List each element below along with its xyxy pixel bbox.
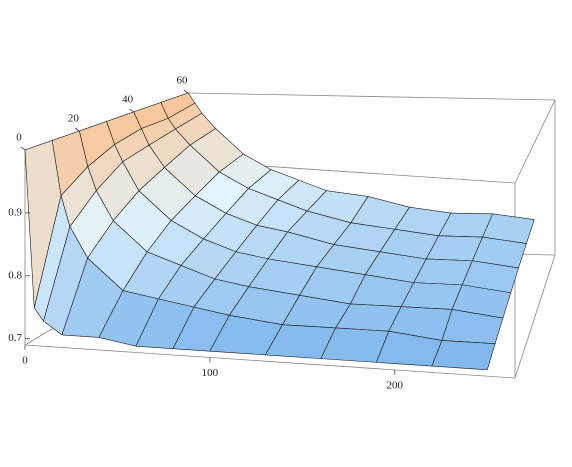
- y-tick: [20, 146, 26, 151]
- box-edge: [514, 254, 556, 379]
- y-tick: [183, 89, 189, 94]
- x-tick-label: 0: [22, 355, 28, 367]
- box-edge: [187, 92, 556, 101]
- y-tick: [129, 108, 134, 113]
- x-tick-label: 100: [202, 367, 219, 379]
- z-tick-label: 0.7: [8, 332, 22, 344]
- x-tick-label: 200: [387, 379, 404, 391]
- box-edge: [24, 344, 516, 379]
- z-tick-label: 0.9: [8, 206, 22, 218]
- y-tick-label: 60: [177, 75, 189, 87]
- surface-patch: [431, 340, 496, 371]
- y-tick-label: 0: [16, 132, 22, 144]
- y-tick-label: 20: [68, 113, 80, 125]
- y-tick-label: 40: [122, 94, 134, 106]
- y-tick: [75, 127, 80, 132]
- box-edge: [514, 99, 556, 184]
- z-tick-label: 0.8: [8, 269, 22, 281]
